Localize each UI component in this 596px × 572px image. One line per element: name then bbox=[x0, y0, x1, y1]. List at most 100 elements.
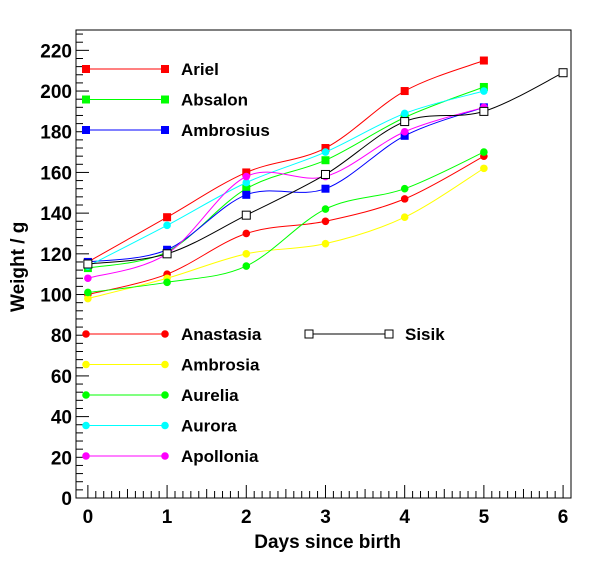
series-line-ambrosius bbox=[87, 106, 485, 263]
data-point-ambrosia bbox=[400, 213, 409, 221]
data-point-aurora bbox=[321, 148, 330, 156]
legend-item-absalon: Absalon bbox=[82, 91, 248, 110]
legend-label-aurora: Aurora bbox=[181, 417, 237, 436]
legend-marker-aurelia bbox=[161, 391, 169, 399]
legend-marker-ariel bbox=[82, 65, 90, 73]
legend-label-absalon: Absalon bbox=[181, 91, 248, 110]
series-sisik bbox=[83, 68, 568, 269]
y-tick-label: 180 bbox=[40, 123, 72, 144]
x-tick-label: 5 bbox=[479, 507, 490, 528]
series-ariel bbox=[83, 56, 488, 266]
legend-label-anastasia: Anastasia bbox=[181, 325, 262, 344]
series-layer bbox=[83, 56, 568, 303]
legend-label-ariel: Ariel bbox=[181, 60, 219, 79]
y-tick-label: 200 bbox=[40, 82, 72, 103]
legend-marker-ambrosia bbox=[82, 360, 90, 369]
data-point-ambrosius bbox=[242, 190, 251, 199]
legend-marker-ariel bbox=[161, 65, 169, 73]
series-line-ambrosia bbox=[87, 167, 485, 300]
legend-item-ariel: Ariel bbox=[82, 60, 219, 79]
legend-item-ambrosia: Ambrosia bbox=[82, 356, 260, 375]
data-point-aurora bbox=[480, 87, 488, 95]
legend-marker-ambrosius bbox=[161, 126, 169, 134]
legend-item-sisik: Sisik bbox=[304, 325, 445, 344]
series-line-anastasia bbox=[87, 155, 485, 296]
legend-marker-sisik bbox=[384, 329, 394, 339]
y-tick-label: 160 bbox=[40, 163, 72, 184]
legend-marker-anastasia bbox=[82, 330, 90, 338]
x-tick-label: 1 bbox=[162, 507, 173, 528]
y-tick-label: 220 bbox=[40, 41, 72, 62]
axes: 0 20 40 60 80 100 120 140 160 180 200 220 0 1 2 3 4 5 6 bbox=[40, 33, 569, 528]
legend-marker-aurora bbox=[82, 421, 90, 430]
data-point-anastasia bbox=[321, 217, 330, 226]
y-tick-label: 60 bbox=[51, 367, 72, 388]
y-tick-label: 20 bbox=[51, 448, 72, 469]
data-point-aurelia bbox=[84, 288, 92, 297]
data-point-ambrosius bbox=[400, 131, 409, 140]
legend-item-ambrosius: Ambrosius bbox=[82, 121, 270, 140]
data-point-aurelia bbox=[480, 148, 488, 156]
legend-marker-ambrosius bbox=[82, 126, 90, 134]
data-point-apollonia bbox=[242, 172, 251, 181]
legend-label-ambrosius: Ambrosius bbox=[181, 121, 270, 140]
data-point-sisik bbox=[558, 68, 568, 78]
data-point-aurelia bbox=[163, 278, 171, 287]
data-point-ambrosia bbox=[321, 239, 330, 248]
data-point-absalon bbox=[321, 156, 330, 165]
data-point-aurelia bbox=[321, 205, 330, 213]
legend-label-sisik: Sisik bbox=[405, 325, 445, 344]
legend-label-aurelia: Aurelia bbox=[181, 386, 239, 405]
data-point-ariel bbox=[479, 56, 488, 65]
series-absalon bbox=[83, 82, 488, 273]
y-tick-label: 140 bbox=[40, 204, 72, 225]
data-point-ambrosia bbox=[242, 250, 251, 258]
series-line-absalon bbox=[87, 86, 485, 269]
x-tick-label: 6 bbox=[558, 507, 569, 528]
y-tick-label: 80 bbox=[51, 326, 72, 347]
legend-label-apollonia: Apollonia bbox=[181, 447, 259, 466]
legend-marker-apollonia bbox=[161, 452, 169, 460]
data-point-absalon bbox=[479, 82, 488, 91]
data-point-sisik bbox=[320, 169, 330, 179]
series-line-ariel bbox=[87, 60, 485, 263]
data-point-sisik bbox=[400, 117, 410, 127]
data-point-aurora bbox=[242, 178, 251, 187]
plot-frame bbox=[75, 29, 572, 499]
x-tick-label: 3 bbox=[320, 507, 331, 528]
series-aurora bbox=[84, 87, 488, 270]
series-line-aurora bbox=[87, 90, 485, 267]
legend-marker-ambrosia bbox=[161, 360, 169, 369]
series-aurelia bbox=[84, 148, 488, 297]
legend-marker-aurelia bbox=[82, 391, 90, 399]
x-axis-title: Days since birth bbox=[254, 532, 401, 553]
y-axis-title: Weight / g bbox=[8, 222, 29, 312]
data-point-aurora bbox=[400, 109, 409, 118]
legend-marker-apollonia bbox=[82, 452, 90, 460]
x-tick-label: 4 bbox=[399, 507, 410, 528]
legend-marker-absalon bbox=[161, 95, 169, 104]
legend-marker-anastasia bbox=[161, 330, 169, 338]
data-point-ariel bbox=[242, 168, 251, 177]
legend-marker-aurora bbox=[161, 421, 169, 430]
x-tick-label: 2 bbox=[241, 507, 252, 528]
data-point-ambrosius bbox=[321, 184, 330, 193]
legend-marker-absalon bbox=[82, 95, 90, 104]
data-point-absalon bbox=[242, 184, 251, 193]
data-point-sisik bbox=[162, 249, 172, 259]
x-tick-label: 0 bbox=[83, 507, 94, 528]
series-line-sisik bbox=[87, 72, 564, 265]
y-tick-label: 120 bbox=[40, 245, 72, 266]
legend-item-anastasia: Anastasia bbox=[82, 325, 262, 344]
data-point-anastasia bbox=[242, 229, 251, 238]
y-tick-label: 40 bbox=[51, 408, 72, 429]
data-point-sisik bbox=[479, 106, 489, 116]
legend: Ariel Absalon Ambrosius Anastasia Ambrosia Au… bbox=[82, 60, 445, 466]
legend-marker-sisik bbox=[304, 329, 314, 339]
series-ambrosius bbox=[83, 103, 488, 266]
data-point-aurelia bbox=[400, 184, 409, 193]
data-point-aurora bbox=[163, 221, 171, 230]
data-point-aurelia bbox=[242, 262, 251, 270]
data-point-ambrosia bbox=[480, 164, 488, 173]
